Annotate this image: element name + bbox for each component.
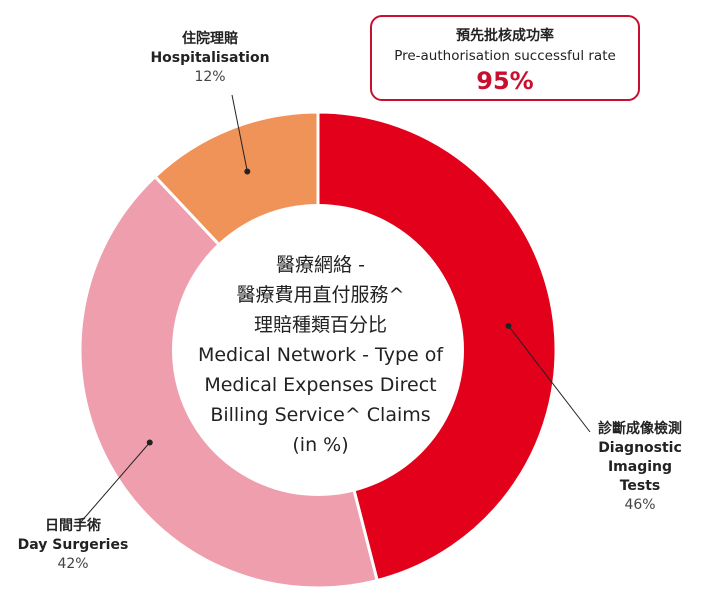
slice-label-zh: 住院理賠 [182, 31, 238, 47]
slice-label-en: Diagnostic Imaging Tests [598, 440, 682, 494]
pre-authorisation-callout: 預先批核成功率 Pre-authorisation successful rat… [370, 15, 640, 101]
callout-label-zh: 預先批核成功率 [456, 28, 554, 44]
leader-line [508, 325, 591, 433]
slice-label-day-surgeries: 日間手術 Day Surgeries 42% [8, 517, 138, 574]
callout-label-en: Pre-authorisation successful rate [394, 48, 616, 64]
center-title-line: Medical Expenses Direct [204, 374, 437, 396]
donut-hole [172, 204, 464, 496]
center-title-line: Billing Service^ Claims [210, 404, 431, 426]
slice-label-en: Day Surgeries [17, 537, 129, 553]
leader-dot [146, 439, 153, 446]
center-title: 醫療網絡 - 醫療費用直付服務^ 理賠種類百分比 Medical Network… [178, 250, 463, 460]
slice-label-zh: 日間手術 [45, 518, 101, 534]
slice-percent: 42% [57, 556, 89, 572]
slice-label-en: Hospitalisation [150, 50, 270, 66]
center-title-line: Medical Network - Type of [197, 344, 444, 366]
center-title-line: 理賠種類百分比 [253, 314, 387, 336]
callout-value: 95% [476, 67, 534, 95]
leader-dot [244, 168, 251, 175]
leader-line [79, 442, 151, 524]
center-title-line: 醫療網絡 - [276, 254, 365, 276]
slice-label-hospitalisation: 住院理賠 Hospitalisation 12% [130, 30, 290, 87]
center-title-line: (in %) [292, 434, 349, 456]
slice-label-zh: 診斷成像檢測 [598, 421, 682, 437]
leader-line [231, 94, 248, 172]
slice-percent: 12% [194, 69, 226, 85]
slice-label-diagnostic-imaging: 診斷成像檢測 Diagnostic Imaging Tests 46% [575, 420, 705, 515]
center-title-line: 醫療費用直付服務^ [236, 284, 405, 306]
slice-percent: 46% [624, 497, 656, 513]
leader-dot [505, 322, 512, 329]
